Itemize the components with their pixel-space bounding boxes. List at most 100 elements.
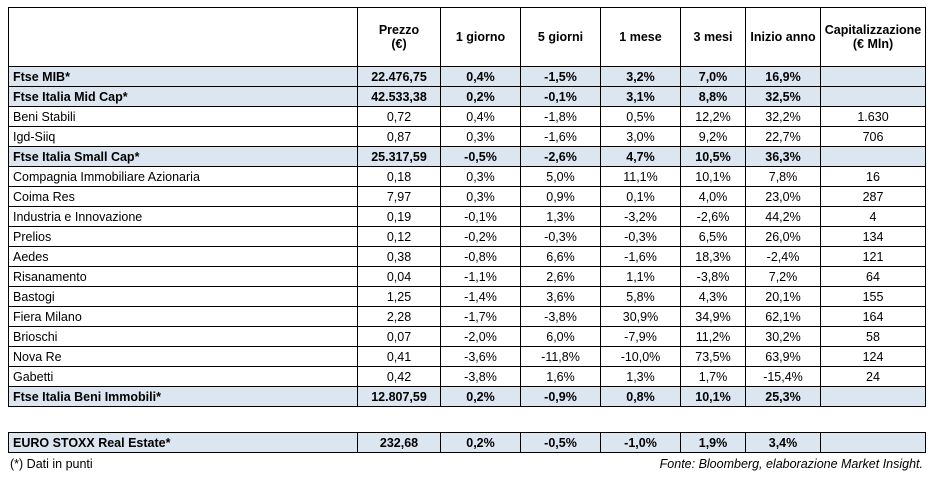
value-cell: 11,1%: [600, 166, 681, 187]
value-cell: 0,2%: [440, 86, 521, 107]
value-cell: -7,9%: [600, 326, 681, 347]
value-cell: 30,9%: [600, 306, 681, 327]
table-row: Gabetti 0,42 -3,8% 1,6% 1,3% 1,7% -15,4% 24: [8, 366, 926, 387]
value-cell: 18,3%: [680, 246, 746, 267]
value-cell: 4,3%: [680, 286, 746, 307]
value-cell: -2,0%: [440, 326, 521, 347]
name-cell: Brioschi: [8, 326, 358, 347]
value-cell: 0,4%: [440, 106, 521, 127]
header-cell: [8, 7, 358, 67]
summary-table: EURO STOXX Real Estate* 232,68 0,2% -0,5% -1…: [8, 432, 926, 453]
value-cell: 34,9%: [680, 306, 746, 327]
value-cell: 0,42: [357, 366, 441, 387]
header-row: Prezzo (€) 1 giorno 5 giorni 1 mese 3 mesi Ini…: [8, 7, 926, 67]
value-cell: -2,4%: [745, 246, 821, 267]
value-cell: -3,2%: [600, 206, 681, 227]
value-cell: -0,5%: [440, 146, 521, 167]
value-cell: 58: [820, 326, 926, 347]
name-cell: Industria e Innovazione: [8, 206, 358, 227]
value-cell: 0,12: [357, 226, 441, 247]
header-cell: 1 giorno: [440, 7, 521, 67]
value-cell: 4,7%: [600, 146, 681, 167]
header-text: 1 giorno: [455, 30, 506, 44]
value-cell: 5,8%: [600, 286, 681, 307]
value-cell: -0,8%: [440, 246, 521, 267]
table-row: Nova Re 0,41 -3,6% -11,8% -10,0% 73,5% 63,9% 12…: [8, 346, 926, 367]
table-row: Igd-Siiq 0,87 0,3% -1,6% 3,0% 9,2% 22,7% 706: [8, 126, 926, 147]
value-cell: [820, 386, 926, 407]
value-cell: [820, 432, 926, 453]
value-cell: -1,6%: [600, 246, 681, 267]
value-cell: 0,38: [357, 246, 441, 267]
value-cell: 134: [820, 226, 926, 247]
value-cell: 7,2%: [745, 266, 821, 287]
name-cell: Nova Re: [8, 346, 358, 367]
value-cell: 0,5%: [600, 106, 681, 127]
value-cell: 7,8%: [745, 166, 821, 187]
table-row: Prelios 0,12 -0,2% -0,3% -0,3% 6,5% 26,0% 134: [8, 226, 926, 247]
name-cell: Ftse MIB*: [8, 66, 358, 87]
value-cell: 16: [820, 166, 926, 187]
value-cell: 1,3%: [520, 206, 601, 227]
value-cell: 287: [820, 186, 926, 207]
value-cell: 10,1%: [680, 386, 746, 407]
value-cell: -1,5%: [520, 66, 601, 87]
value-cell: -3,8%: [680, 266, 746, 287]
table-row: Ftse Italia Small Cap* 25.317,59 -0,5% -2,6…: [8, 146, 926, 167]
value-cell: 1,1%: [600, 266, 681, 287]
header-text: 5 giorni: [537, 30, 584, 44]
value-cell: 706: [820, 126, 926, 147]
value-cell: -0,2%: [440, 226, 521, 247]
name-cell: Risanamento: [8, 266, 358, 287]
value-cell: 63,9%: [745, 346, 821, 367]
value-cell: -1,0%: [600, 432, 681, 453]
value-cell: -2,6%: [680, 206, 746, 227]
value-cell: 26,0%: [745, 226, 821, 247]
value-cell: 0,41: [357, 346, 441, 367]
value-cell: 0,72: [357, 106, 441, 127]
value-cell: 22,7%: [745, 126, 821, 147]
value-cell: 0,07: [357, 326, 441, 347]
header-cell: 1 mese: [600, 7, 681, 67]
name-cell: Igd-Siiq: [8, 126, 358, 147]
value-cell: 12.807,59: [357, 386, 441, 407]
value-cell: 0,18: [357, 166, 441, 187]
value-cell: -1,1%: [440, 266, 521, 287]
table-row: Compagnia Immobiliare Azionaria 0,18 0,3% 5…: [8, 166, 926, 187]
value-cell: 9,2%: [680, 126, 746, 147]
value-cell: 164: [820, 306, 926, 327]
value-cell: -1,7%: [440, 306, 521, 327]
value-cell: 3,6%: [520, 286, 601, 307]
name-cell: Beni Stabili: [8, 106, 358, 127]
value-cell: 2,28: [357, 306, 441, 327]
table-row: Industria e Innovazione 0,19 -0,1% 1,3% -3,2…: [8, 206, 926, 227]
value-cell: 32,5%: [745, 86, 821, 107]
value-cell: -3,8%: [520, 306, 601, 327]
table-row: Fiera Milano 2,28 -1,7% -3,8% 30,9% 34,9% 62,1…: [8, 306, 926, 327]
header-cell: 5 giorni: [520, 7, 601, 67]
value-cell: -10,0%: [600, 346, 681, 367]
header-cell: 3 mesi: [680, 7, 746, 67]
value-cell: -0,1%: [440, 206, 521, 227]
value-cell: 12,2%: [680, 106, 746, 127]
value-cell: 0,19: [357, 206, 441, 227]
header-text: (€ Mln): [852, 37, 894, 51]
table-row: Risanamento 0,04 -1,1% 2,6% 1,1% -3,8% 7,2% 64: [8, 266, 926, 287]
value-cell: 44,2%: [745, 206, 821, 227]
footnote: (*) Dati in punti: [10, 457, 93, 471]
value-cell: -1,6%: [520, 126, 601, 147]
value-cell: 20,1%: [745, 286, 821, 307]
value-cell: 232,68: [357, 432, 441, 453]
value-cell: -3,8%: [440, 366, 521, 387]
value-cell: 6,0%: [520, 326, 601, 347]
header-text: (€): [391, 37, 407, 51]
value-cell: 1,3%: [600, 366, 681, 387]
value-cell: 62,1%: [745, 306, 821, 327]
name-cell: EURO STOXX Real Estate*: [8, 432, 358, 453]
table-row: Coima Res 7,97 0,3% 0,9% 0,1% 4,0% 23,0% 287: [8, 186, 926, 207]
value-cell: 3,4%: [745, 432, 821, 453]
value-cell: 0,2%: [440, 386, 521, 407]
header-text: 1 mese: [619, 30, 662, 44]
header-text: 3 mesi: [693, 30, 733, 44]
value-cell: 3,2%: [600, 66, 681, 87]
